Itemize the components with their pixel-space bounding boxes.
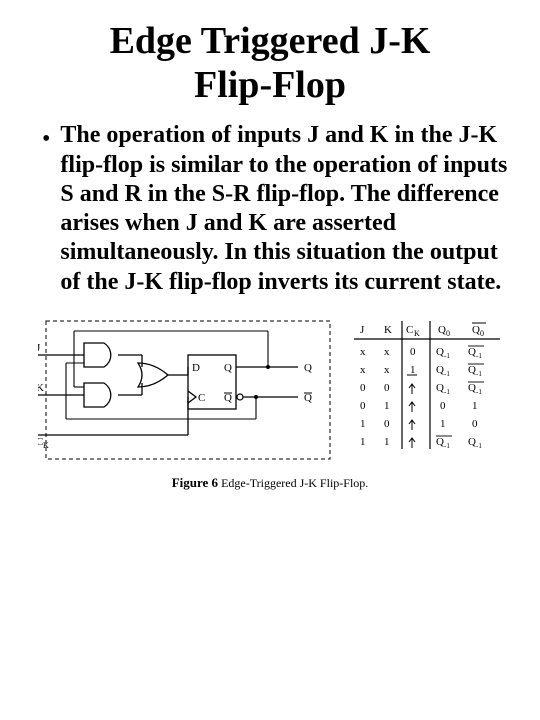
svg-text:C: C: [406, 324, 413, 336]
svg-text:-1: -1: [444, 370, 450, 378]
svg-text:Q: Q: [436, 382, 444, 394]
title-line-1: Edge Triggered J-K: [110, 20, 431, 62]
svg-text:Q: Q: [468, 382, 476, 394]
svg-text:K: K: [38, 382, 44, 394]
svg-text:0: 0: [360, 400, 366, 412]
svg-text:1: 1: [384, 436, 390, 448]
svg-text:Q: Q: [472, 324, 480, 336]
body-paragraph: The operation of inputs J and K in the J…: [60, 121, 510, 297]
svg-text:x: x: [360, 364, 366, 376]
svg-text:1: 1: [384, 400, 390, 412]
jk-flipflop-diagram: J K C K D C Q Q Q Q: [38, 315, 338, 465]
figure-caption: Figure 6 Edge-Triggered J-K Flip-Flop.: [30, 475, 510, 491]
svg-text:-1: -1: [444, 442, 450, 450]
svg-text:Q: Q: [468, 436, 476, 448]
truth-table: J K CK Q0 Q0 xx0 Q-1 Q-1: [350, 315, 520, 455]
svg-text:0: 0: [480, 329, 484, 338]
svg-text:x: x: [360, 346, 366, 358]
svg-text:Q: Q: [224, 392, 232, 404]
svg-text:1: 1: [410, 364, 416, 376]
bullet-item: • The operation of inputs J and K in the…: [30, 121, 510, 297]
svg-text:0: 0: [472, 418, 478, 430]
caption-bold: Figure 6: [172, 475, 218, 490]
svg-text:K: K: [43, 441, 49, 450]
svg-text:-1: -1: [444, 388, 450, 396]
svg-text:Q: Q: [468, 364, 476, 376]
svg-text:-1: -1: [476, 388, 482, 396]
svg-text:-1: -1: [476, 370, 482, 378]
svg-text:Q: Q: [438, 324, 446, 336]
bullet-glyph: •: [42, 125, 50, 154]
svg-text:C: C: [198, 392, 205, 404]
svg-text:0: 0: [360, 382, 366, 394]
svg-text:D: D: [192, 362, 200, 374]
svg-text:0: 0: [384, 418, 390, 430]
caption-rest: Edge-Triggered J-K Flip-Flop.: [218, 476, 368, 490]
svg-text:-1: -1: [444, 352, 450, 360]
svg-text:x: x: [384, 364, 390, 376]
svg-text:K: K: [414, 329, 420, 338]
svg-text:Q: Q: [304, 392, 312, 404]
svg-text:0: 0: [384, 382, 390, 394]
svg-text:1: 1: [360, 436, 366, 448]
svg-text:0: 0: [446, 329, 450, 338]
svg-text:Q: Q: [224, 362, 232, 374]
svg-text:x: x: [384, 346, 390, 358]
svg-text:0: 0: [440, 400, 446, 412]
svg-text:J: J: [360, 324, 365, 336]
svg-text:1: 1: [472, 400, 478, 412]
figure-area: J K C K D C Q Q Q Q J K CK: [30, 315, 510, 465]
svg-text:Q: Q: [304, 362, 312, 374]
svg-text:Q: Q: [436, 364, 444, 376]
svg-text:1: 1: [440, 418, 446, 430]
svg-text:J: J: [38, 342, 41, 354]
svg-text:K: K: [384, 324, 392, 336]
svg-text:1: 1: [360, 418, 366, 430]
svg-text:-1: -1: [476, 442, 482, 450]
svg-text:0: 0: [410, 346, 416, 358]
page-title: Edge Triggered J-K Flip-Flop: [30, 20, 510, 107]
svg-text:Q: Q: [468, 346, 476, 358]
title-line-2: Flip-Flop: [194, 64, 346, 106]
svg-text:Q: Q: [436, 346, 444, 358]
svg-text:-1: -1: [476, 352, 482, 360]
svg-text:Q: Q: [436, 436, 444, 448]
